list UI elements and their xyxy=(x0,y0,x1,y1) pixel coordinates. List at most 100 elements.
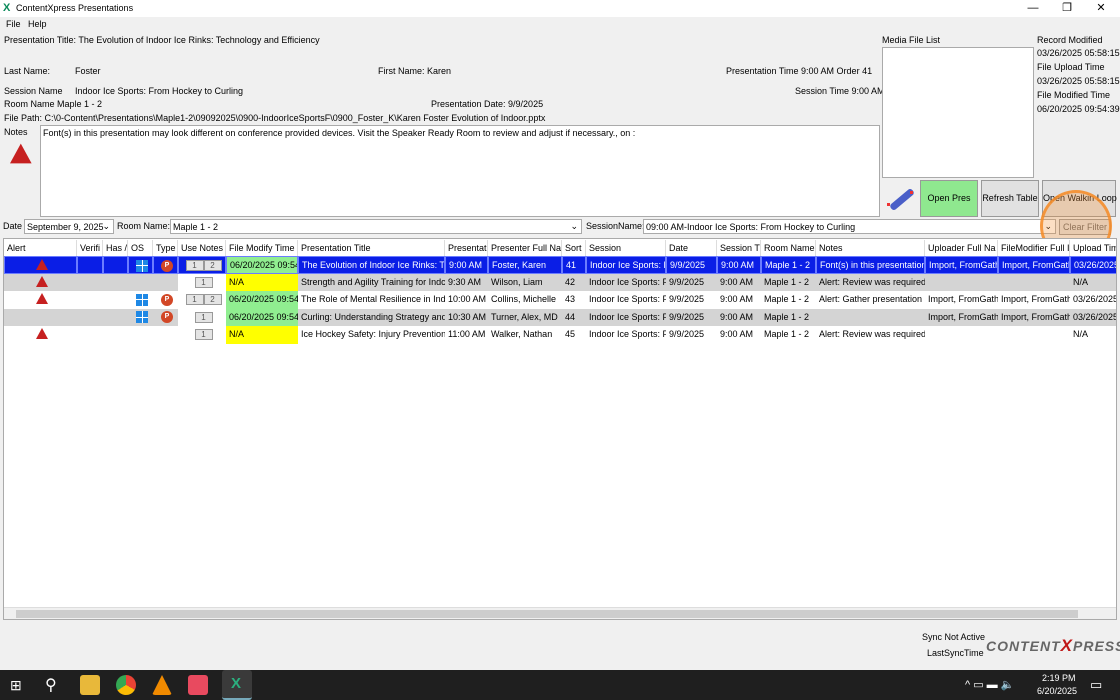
use-notes-button[interactable]: 1 xyxy=(194,329,213,341)
cell-modifier[interactable]: Import, FromGath xyxy=(1001,311,1070,322)
cell-presenter[interactable]: Turner, Alex, MD xyxy=(491,311,558,322)
presentations-table[interactable]: Alert Verifi Has / OS Type Use Notes File Modi… xyxy=(3,238,1117,620)
cell-uploader[interactable]: Import, FromGath xyxy=(928,311,998,322)
cell-sort[interactable]: 42 xyxy=(565,276,576,287)
room-name-select[interactable]: Maple 1 - 2 ⌄ xyxy=(170,219,582,234)
cell-modifier[interactable]: Import, FromGath xyxy=(998,256,1070,274)
cell-date[interactable]: 9/9/2025 xyxy=(669,311,705,322)
cell-notes[interactable]: Font(s) in this presentation xyxy=(816,256,925,274)
cell-room[interactable]: Maple 1 - 2 xyxy=(764,294,810,304)
cell-session[interactable]: Indoor Ice Sports: Fr xyxy=(589,329,666,339)
minimize-button[interactable]: — xyxy=(1027,2,1039,14)
chrome-icon[interactable] xyxy=(116,675,136,695)
cell-room[interactable]: Maple 1 - 2 xyxy=(764,329,810,339)
cell-use[interactable]: 1 xyxy=(178,326,226,344)
cell-session_time[interactable]: 9:00 AM xyxy=(720,329,754,339)
cell-upload[interactable]: 03/26/2025 xyxy=(1070,256,1116,274)
column-header-presenter[interactable]: Presenter Full Na xyxy=(488,240,562,256)
cell-alert[interactable] xyxy=(4,326,77,344)
cell-alert[interactable] xyxy=(4,291,77,309)
cell-modify[interactable]: 06/20/2025 09:54: xyxy=(226,256,298,274)
cell-sort[interactable]: 45 xyxy=(565,329,576,339)
menu-help[interactable]: Help xyxy=(28,19,47,29)
column-header-type[interactable]: Type xyxy=(153,240,178,256)
close-button[interactable]: ✕ xyxy=(1096,2,1106,14)
cell-room[interactable]: Maple 1 - 2 xyxy=(764,311,810,322)
column-header-notes[interactable]: Notes xyxy=(816,240,925,256)
cell-sort[interactable]: 44 xyxy=(565,311,576,322)
cell-notes[interactable] xyxy=(816,309,925,327)
cell-modify[interactable]: 06/20/2025 09:54: xyxy=(226,291,298,309)
cell-sort[interactable]: 41 xyxy=(562,256,586,274)
column-header-session_time[interactable]: Session T xyxy=(717,240,761,256)
cell-verify[interactable] xyxy=(77,256,103,274)
cell-os[interactable] xyxy=(128,274,153,292)
cell-alert[interactable] xyxy=(4,309,77,327)
cell-title[interactable]: Strength and Agility Training for Indc xyxy=(301,276,445,287)
table-row[interactable]: P 1 2 06/20/2025 09:54: The Role of Mental R… xyxy=(4,291,1116,309)
cell-title[interactable]: The Role of Mental Resilience in Indc xyxy=(301,294,445,304)
session-name-select[interactable]: 09:00 AM-Indoor Ice Sports: From Hockey … xyxy=(643,219,1056,234)
cell-presenter[interactable]: Collins, Michelle xyxy=(491,294,557,304)
column-header-room[interactable]: Room Name xyxy=(761,240,816,256)
cell-upload[interactable]: 03/26/2025 xyxy=(1073,311,1117,322)
cell-title[interactable]: The Evolution of Indoor Ice Rinks: Tec xyxy=(298,256,445,274)
cell-presenter[interactable]: Foster, Karen xyxy=(488,256,562,274)
media-file-list[interactable] xyxy=(882,47,1034,178)
cell-time[interactable]: 10:30 AM xyxy=(448,311,487,322)
column-header-time[interactable]: Presentat xyxy=(445,240,488,256)
cell-uploader[interactable] xyxy=(925,326,998,344)
cell-upload[interactable]: N/A xyxy=(1073,276,1089,287)
cell-verify[interactable] xyxy=(77,326,103,344)
clock-date[interactable]: 6/20/2025 xyxy=(1037,686,1078,696)
cell-session_time[interactable]: 9:00 AM xyxy=(717,256,761,274)
cell-os[interactable] xyxy=(128,291,153,309)
disconnect-plug-icon[interactable] xyxy=(884,183,918,215)
use-notes-button[interactable]: 1 xyxy=(194,311,213,323)
cell-time[interactable]: 10:00 AM xyxy=(448,294,487,304)
cell-session_time[interactable]: 9:00 AM xyxy=(720,311,754,322)
restore-button[interactable]: ❐ xyxy=(1062,2,1072,14)
cell-use[interactable]: 1 xyxy=(178,273,226,291)
open-walkin-loop-button[interactable]: Open Walkin Loop xyxy=(1042,180,1117,217)
notification-icon[interactable]: ▭ xyxy=(1090,677,1103,692)
cell-notes[interactable]: Alert: Gather presentation r xyxy=(819,294,925,304)
cell-type[interactable]: P xyxy=(153,256,178,274)
cell-time[interactable]: 9:30 AM xyxy=(448,276,482,287)
cell-modify[interactable]: N/A xyxy=(226,273,298,291)
column-header-uploader[interactable]: Uploader Full Na xyxy=(925,240,998,256)
cell-uploader[interactable]: Import, FromGath xyxy=(928,294,998,304)
scrollbar-thumb[interactable] xyxy=(16,610,1078,618)
menu-file[interactable]: File xyxy=(6,19,21,29)
cell-time[interactable]: 11:00 AM xyxy=(448,329,486,339)
cell-presenter[interactable]: Walker, Nathan xyxy=(491,329,553,339)
cell-time[interactable]: 9:00 AM xyxy=(445,256,488,274)
cell-date[interactable]: 9/9/2025 xyxy=(669,329,705,339)
column-header-date[interactable]: Date xyxy=(666,240,717,256)
date-picker[interactable]: September 9, 2025 ⌄ xyxy=(24,219,114,234)
cell-date[interactable]: 9/9/2025 xyxy=(666,256,717,274)
notes-textarea[interactable]: Font(s) in this presentation may look di… xyxy=(40,125,880,217)
cell-os[interactable] xyxy=(128,326,153,344)
cell-room[interactable]: Maple 1 - 2 xyxy=(761,256,816,274)
app-icon[interactable] xyxy=(188,675,208,695)
cell-title[interactable]: Curling: Understanding Strategy and xyxy=(301,311,445,322)
cell-has[interactable] xyxy=(103,309,128,327)
cell-type[interactable] xyxy=(153,274,178,292)
cell-session[interactable]: Indoor Ice Sports: Fr xyxy=(589,311,666,322)
cell-notes[interactable]: Alert: Review was required ( xyxy=(819,276,925,287)
table-row[interactable]: 1 N/A Ice Hockey Safety: Injury Prevention… xyxy=(4,326,1116,344)
column-header-has[interactable]: Has / xyxy=(103,240,128,256)
column-header-alert[interactable]: Alert xyxy=(4,240,77,256)
cell-session[interactable]: Indoor Ice Sports: Fr xyxy=(589,276,666,287)
cell-modifier[interactable] xyxy=(998,326,1070,344)
cell-session_time[interactable]: 9:00 AM xyxy=(720,294,754,304)
open-pres-button[interactable]: Open Pres xyxy=(920,180,978,217)
use-notes-button[interactable]: 2 xyxy=(203,260,222,272)
column-header-use[interactable]: Use Notes xyxy=(178,240,226,256)
cell-has[interactable] xyxy=(103,291,128,309)
cell-use[interactable]: 1 xyxy=(178,308,226,326)
table-row[interactable]: P 1 2 06/20/2025 09:54: The Evolution of Ind… xyxy=(4,256,1116,274)
